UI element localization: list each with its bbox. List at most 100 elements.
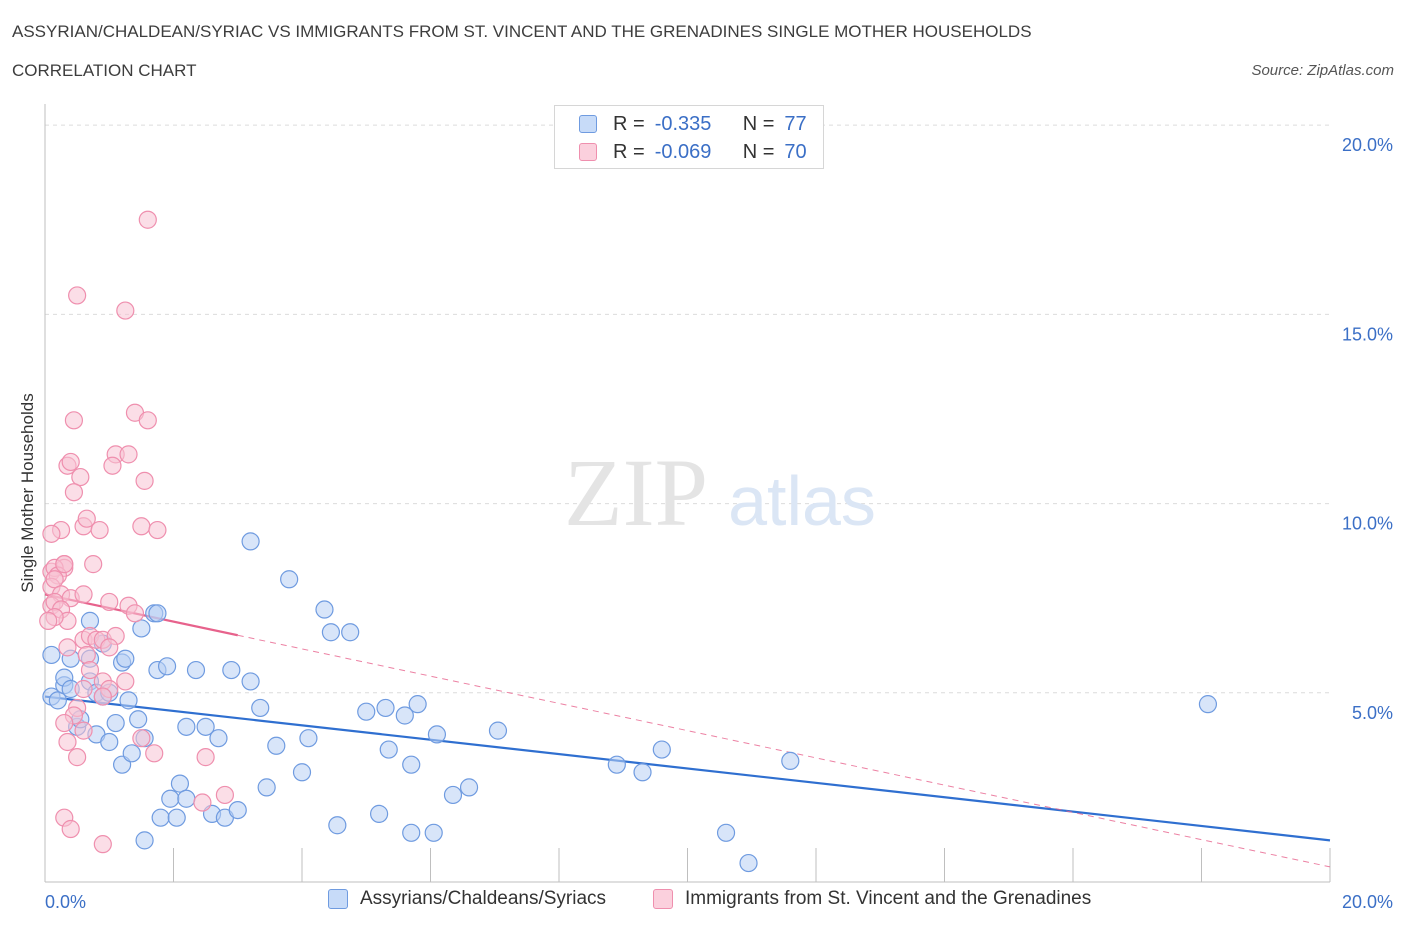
blue-point	[106, 713, 125, 733]
pink-point	[42, 524, 61, 543]
pink-point	[138, 411, 157, 430]
blue-point	[48, 691, 67, 710]
x-tick-label: 20.0%	[1342, 892, 1393, 912]
pink-point	[77, 645, 96, 665]
pink-point	[100, 592, 119, 612]
watermark-atlas: atlas	[728, 462, 876, 540]
blue-point	[781, 751, 800, 771]
pink-point	[64, 411, 84, 430]
pink-point	[58, 732, 77, 752]
blue-point	[424, 823, 443, 842]
blue-point	[1198, 695, 1218, 714]
blue-point	[116, 649, 135, 668]
blue-point	[402, 823, 421, 842]
pink-swatch	[579, 143, 597, 161]
pink-point	[74, 585, 93, 604]
n-label: N =	[742, 112, 775, 135]
blue-point	[321, 623, 341, 642]
blue-point	[251, 698, 270, 718]
blue-point	[328, 816, 347, 835]
pink-point	[68, 286, 87, 305]
correlation-legend: R = -0.335 N = 77 R = -0.069 N = 70	[554, 105, 824, 169]
legend-row-blue: R = -0.335 N = 77	[579, 112, 807, 136]
legend-label-pink: Immigrants from St. Vincent and the Gren…	[685, 888, 1092, 909]
blue-point	[427, 725, 447, 744]
blue-point	[716, 823, 736, 842]
pink-point	[80, 660, 100, 680]
watermark-zip: ZIP	[564, 439, 708, 546]
pink-point	[90, 520, 109, 540]
bottom-legend-pink: Immigrants from St. Vincent and the Gren…	[653, 888, 1091, 910]
blue-point	[241, 532, 260, 551]
pink-point	[58, 638, 77, 657]
trend-lines	[44, 593, 1331, 868]
blue-point	[257, 778, 276, 797]
blue-point	[151, 808, 170, 827]
blue-point	[177, 717, 196, 736]
pink-point	[74, 679, 93, 699]
pink-point	[55, 713, 74, 733]
blue-point	[148, 604, 167, 623]
n-label: N =	[742, 140, 775, 163]
pink-point	[84, 555, 103, 574]
blue-point	[100, 732, 119, 752]
n-value-pink: 70	[784, 140, 807, 163]
pink-point	[93, 835, 112, 854]
blue-point	[395, 706, 414, 725]
pink-point	[132, 729, 151, 748]
x-tick-label: 0.0%	[45, 892, 86, 912]
blue-point	[161, 789, 180, 808]
chart-subtitle: CORRELATION CHART	[12, 61, 197, 80]
r-value-pink: -0.069	[654, 140, 712, 163]
blue-point	[376, 698, 395, 718]
pink-point	[145, 744, 164, 763]
pink-point	[45, 570, 64, 589]
blue-point	[122, 744, 141, 763]
pink-point	[193, 793, 212, 812]
blue-point	[633, 763, 652, 782]
legend-label-blue: Assyrians/Chaldeans/Syriacs	[360, 888, 607, 909]
r-label: R =	[613, 140, 645, 163]
pink-point	[61, 452, 80, 472]
blue-swatch	[328, 889, 348, 909]
blue-point	[370, 804, 389, 823]
blue-point	[443, 785, 463, 805]
pink-point	[148, 520, 167, 540]
pink-point	[68, 748, 87, 767]
blue-point	[196, 717, 215, 736]
grid-lines	[45, 124, 1330, 694]
blue-trend-line	[44, 695, 1331, 842]
blue-point	[241, 672, 260, 691]
blue-point	[267, 736, 286, 755]
pink-point	[138, 210, 157, 229]
n-value-blue: 77	[784, 112, 807, 135]
r-label: R =	[613, 112, 645, 135]
pink-point	[93, 687, 112, 706]
pink-point	[132, 517, 151, 536]
y-tick-label: 10.0%	[1342, 514, 1393, 534]
blue-point	[135, 831, 154, 850]
blue-point	[222, 660, 241, 680]
pink-point	[215, 785, 234, 805]
pink-point	[74, 721, 93, 740]
pink-point	[135, 471, 154, 490]
chart-title: ASSYRIAN/CHALDEAN/SYRIAC VS IMMIGRANTS F…	[12, 22, 1032, 41]
pink-point	[55, 555, 74, 574]
blue-point	[228, 800, 247, 820]
blue-point	[488, 721, 508, 740]
blue-point	[459, 778, 479, 797]
pink-trend-extension	[237, 634, 1331, 868]
source-note: Source: ZipAtlas.com	[1251, 62, 1394, 79]
y-tick-label: 15.0%	[1342, 324, 1393, 344]
tick-labels: 5.0% 10.0% 15.0% 20.0% 0.0% 20.0%	[45, 135, 1393, 912]
blue-point	[402, 755, 421, 774]
pink-point	[71, 467, 90, 487]
blue-point	[341, 623, 360, 642]
blue-point	[607, 755, 626, 774]
blue-point	[357, 702, 376, 721]
blue-point	[177, 789, 196, 808]
pink-point	[100, 638, 119, 657]
pink-point	[64, 483, 84, 502]
pink-point	[119, 445, 138, 464]
